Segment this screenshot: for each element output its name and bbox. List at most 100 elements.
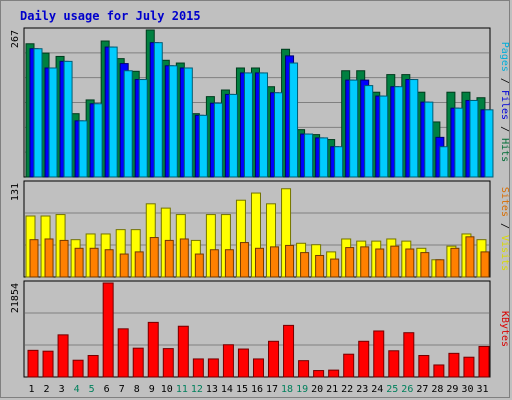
bar-kbytes-day-4 <box>72 359 84 378</box>
bar-pages-day-12 <box>198 114 208 178</box>
legend-entry: Visits <box>499 235 510 271</box>
day-label-9: 9 <box>149 384 155 395</box>
bar-sites-day-19 <box>300 252 310 278</box>
bar-pages-day-22 <box>349 79 359 178</box>
bar-sites-day-5 <box>89 247 99 278</box>
legend-entry: / <box>499 72 510 90</box>
day-label-5: 5 <box>89 384 95 395</box>
bar-kbytes-day-6 <box>102 282 114 378</box>
bar-pages-day-31 <box>484 109 494 178</box>
day-label-11: 11 <box>176 384 188 395</box>
day-label-30: 30 <box>461 384 473 395</box>
bar-sites-day-4 <box>74 247 84 278</box>
legend-entry: Pages <box>499 42 510 72</box>
day-axis: 1 2 3 4 5 6 7 8 9 10 11 12 13 14 15 16 17 18 19 20 21 22 23 24 2… <box>29 384 489 395</box>
bar-pages-day-28 <box>439 146 449 178</box>
bar-sites-day-20 <box>315 254 325 278</box>
bar-pages-day-3 <box>63 60 73 178</box>
bar-sites-day-27 <box>420 252 430 278</box>
bar-sites-day-2 <box>44 238 54 278</box>
bar-pages-day-26 <box>409 79 419 178</box>
day-label-8: 8 <box>134 384 140 395</box>
bar-pages-day-11 <box>183 67 193 178</box>
bar-sites-day-9 <box>149 237 159 278</box>
bar-sites-day-23 <box>360 246 370 278</box>
panel-hits-files-pages: 267 Pages / Files / Hits <box>10 27 510 178</box>
day-label-1: 1 <box>29 384 35 395</box>
bar-pages-day-5 <box>93 103 103 178</box>
bar-sites-day-11 <box>179 238 189 278</box>
bar-kbytes-day-14 <box>222 344 234 378</box>
bar-kbytes-day-17 <box>268 340 280 378</box>
bar-kbytes-day-15 <box>237 348 249 378</box>
bar-pages-day-7 <box>123 70 133 178</box>
bar-pages-day-21 <box>334 146 344 178</box>
bar-kbytes-day-25 <box>388 350 400 378</box>
bar-sites-day-24 <box>375 248 385 278</box>
bar-sites-day-30 <box>465 236 475 278</box>
bar-kbytes-day-21 <box>328 369 340 378</box>
day-label-10: 10 <box>161 384 173 395</box>
bar-kbytes-day-1 <box>27 349 39 378</box>
bar-sites-day-22 <box>345 247 355 278</box>
bar-kbytes-day-5 <box>87 354 99 378</box>
bar-kbytes-day-29 <box>448 352 460 378</box>
bar-pages-day-6 <box>108 46 118 178</box>
bar-kbytes-day-19 <box>298 360 310 378</box>
day-label-16: 16 <box>251 384 263 395</box>
day-label-14: 14 <box>221 384 233 395</box>
bar-sites-day-29 <box>450 247 460 278</box>
legend-entry: / <box>499 120 510 138</box>
day-label-2: 2 <box>44 384 50 395</box>
bar-pages-day-9 <box>153 42 163 178</box>
bar-kbytes-day-16 <box>252 358 264 378</box>
panel-visits-sites: 131 Sites / Visits <box>10 180 510 278</box>
bar-pages-day-19 <box>304 133 314 178</box>
day-label-17: 17 <box>266 384 278 395</box>
bar-kbytes-day-10 <box>162 348 174 378</box>
bar-pages-day-27 <box>424 101 434 178</box>
bar-pages-day-15 <box>243 72 253 178</box>
bar-kbytes-day-3 <box>57 334 69 378</box>
y-max-label: 21854 <box>10 283 21 313</box>
bar-sites-day-10 <box>164 239 174 278</box>
bar-pages-day-18 <box>289 62 299 178</box>
panel-legend: KBytes <box>499 311 510 347</box>
bar-sites-day-18 <box>285 244 295 278</box>
legend-entry: Files <box>499 90 510 120</box>
bar-pages-day-20 <box>319 137 329 178</box>
bar-pages-day-13 <box>213 102 223 178</box>
day-label-20: 20 <box>311 384 323 395</box>
bar-pages-day-16 <box>258 72 268 178</box>
bar-sites-day-6 <box>104 249 114 278</box>
day-label-3: 3 <box>59 384 65 395</box>
bar-kbytes-day-2 <box>42 350 54 378</box>
bar-sites-day-13 <box>209 249 219 278</box>
day-label-12: 12 <box>191 384 203 395</box>
bar-sites-day-26 <box>405 248 415 278</box>
bar-kbytes-day-31 <box>478 345 490 378</box>
bar-sites-day-3 <box>59 239 69 278</box>
day-label-21: 21 <box>326 384 338 395</box>
bar-kbytes-day-20 <box>313 370 325 378</box>
bar-sites-day-25 <box>390 245 400 278</box>
y-max-label: 131 <box>10 183 21 201</box>
day-label-13: 13 <box>206 384 218 395</box>
day-label-24: 24 <box>371 384 383 395</box>
bar-sites-day-15 <box>239 242 249 278</box>
bar-kbytes-day-28 <box>433 364 445 378</box>
day-label-23: 23 <box>356 384 368 395</box>
bar-sites-day-31 <box>480 251 490 278</box>
day-label-26: 26 <box>401 384 413 395</box>
chart-panels: 267 Pages / Files / Hits 131 Sites / Visits… <box>10 27 510 378</box>
y-max-label: 267 <box>10 30 21 48</box>
day-label-31: 31 <box>476 384 488 395</box>
chart-title: Daily usage for July 2015 <box>20 9 201 23</box>
bar-pages-day-1 <box>33 48 43 178</box>
panel-legend: Sites / Visits <box>499 187 510 271</box>
legend-entry: Sites <box>499 187 510 217</box>
bar-pages-day-10 <box>168 65 178 178</box>
bar-sites-day-14 <box>224 249 234 278</box>
